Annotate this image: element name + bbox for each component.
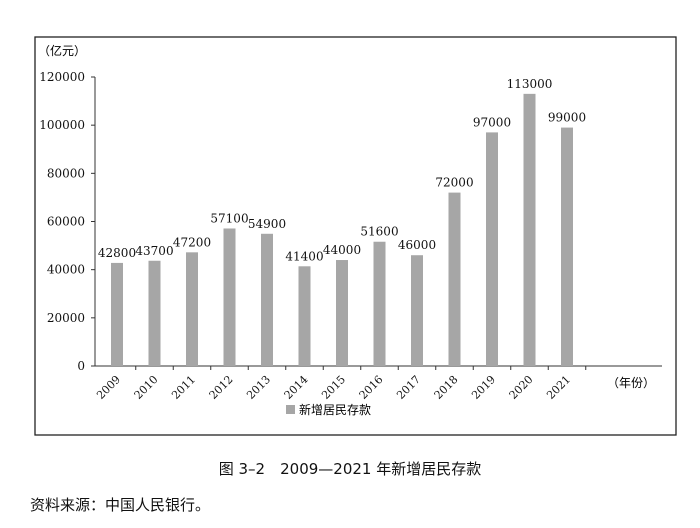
y-tick-label: 20000 bbox=[47, 311, 85, 325]
figure-caption: 图 3–2 2009—2021 年新增居民存款 bbox=[218, 460, 482, 478]
chart-svg: 0 20000 40000 60000 80000 100000 120000 42800 20… bbox=[34, 36, 677, 436]
data-label: 46000 bbox=[398, 238, 436, 252]
x-tick-label: 2014 bbox=[282, 373, 311, 402]
data-label: 47200 bbox=[173, 235, 211, 249]
bar bbox=[186, 252, 198, 366]
y-tick-label: 80000 bbox=[47, 166, 85, 180]
plot-area: 0 20000 40000 60000 80000 100000 120000 42800 20… bbox=[39, 70, 662, 402]
x-tick-label: 2020 bbox=[507, 373, 536, 402]
y-tick-label: 0 bbox=[77, 359, 85, 373]
bar bbox=[448, 192, 461, 366]
y-tick-label: 100000 bbox=[39, 118, 85, 132]
bar bbox=[261, 233, 273, 366]
bar bbox=[148, 260, 161, 366]
bar bbox=[373, 241, 386, 366]
source-note: 资料来源：中国人民银行。 bbox=[30, 496, 211, 514]
bar bbox=[298, 266, 311, 366]
data-label: 97000 bbox=[473, 115, 511, 129]
bar bbox=[111, 262, 123, 366]
bar bbox=[223, 228, 236, 366]
x-tick-label: 2009 bbox=[94, 373, 123, 402]
legend-swatch bbox=[286, 405, 295, 414]
x-tick-label: 2013 bbox=[244, 373, 273, 402]
x-tick-label: 2011 bbox=[169, 373, 198, 402]
x-tick-label: 2019 bbox=[469, 373, 498, 402]
data-label: 57100 bbox=[210, 211, 248, 225]
x-tick-label: 2016 bbox=[357, 373, 386, 402]
data-label: 43700 bbox=[135, 244, 173, 258]
bar bbox=[486, 132, 498, 366]
y-tick-label: 40000 bbox=[47, 263, 85, 277]
chart-frame bbox=[34, 36, 677, 436]
bar bbox=[411, 255, 423, 366]
data-label: 44000 bbox=[323, 243, 361, 257]
data-label: 99000 bbox=[548, 111, 586, 125]
legend-label: 新增居民存款 bbox=[299, 402, 371, 417]
data-label: 54900 bbox=[248, 217, 286, 231]
x-axis-label: （年份） bbox=[607, 376, 655, 390]
data-label: 72000 bbox=[435, 176, 473, 190]
y-tick-label: 120000 bbox=[39, 70, 85, 84]
bar bbox=[523, 93, 536, 366]
data-label: 51600 bbox=[360, 225, 398, 239]
bar bbox=[561, 127, 573, 366]
x-tick-label: 2018 bbox=[432, 373, 461, 402]
data-label: 113000 bbox=[507, 77, 553, 91]
x-tick-label: 2012 bbox=[207, 373, 236, 402]
x-tick-label: 2010 bbox=[132, 373, 161, 402]
x-tick-label: 2015 bbox=[319, 373, 348, 402]
x-tick-label: 2021 bbox=[544, 373, 573, 402]
y-axis-label: （亿元） bbox=[38, 43, 86, 58]
data-label: 41400 bbox=[285, 249, 323, 263]
data-label: 42800 bbox=[98, 246, 136, 260]
bar bbox=[336, 260, 348, 366]
y-tick-label: 60000 bbox=[47, 215, 85, 229]
x-tick-label: 2017 bbox=[394, 373, 423, 402]
